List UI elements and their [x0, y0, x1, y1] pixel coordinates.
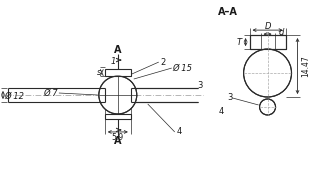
Text: 3: 3	[227, 92, 233, 102]
Text: 14.47: 14.47	[301, 55, 310, 77]
Text: A–A: A–A	[218, 7, 237, 17]
Text: Ø 7: Ø 7	[43, 89, 58, 98]
Bar	[105, 114, 131, 119]
Circle shape	[244, 49, 291, 97]
Text: D: D	[264, 22, 271, 31]
Bar	[105, 69, 131, 76]
Text: 2: 2	[160, 58, 165, 66]
Text: 3: 3	[198, 81, 203, 90]
Text: s: s	[96, 68, 101, 77]
Bar	[250, 35, 285, 49]
Bar	[250, 35, 285, 49]
Text: Ø 12: Ø 12	[4, 91, 24, 100]
Circle shape	[260, 99, 275, 115]
Text: Ø 15: Ø 15	[173, 64, 193, 73]
Text: T: T	[236, 38, 241, 47]
Bar	[250, 35, 285, 49]
Text: A: A	[114, 136, 122, 146]
Circle shape	[99, 76, 137, 114]
Text: 4: 4	[177, 128, 182, 136]
Bar	[105, 88, 131, 102]
Text: 5.9: 5.9	[112, 133, 124, 142]
Text: d: d	[279, 28, 284, 37]
Text: 1: 1	[110, 57, 115, 66]
Text: 4: 4	[218, 107, 224, 116]
Text: A: A	[114, 45, 122, 55]
